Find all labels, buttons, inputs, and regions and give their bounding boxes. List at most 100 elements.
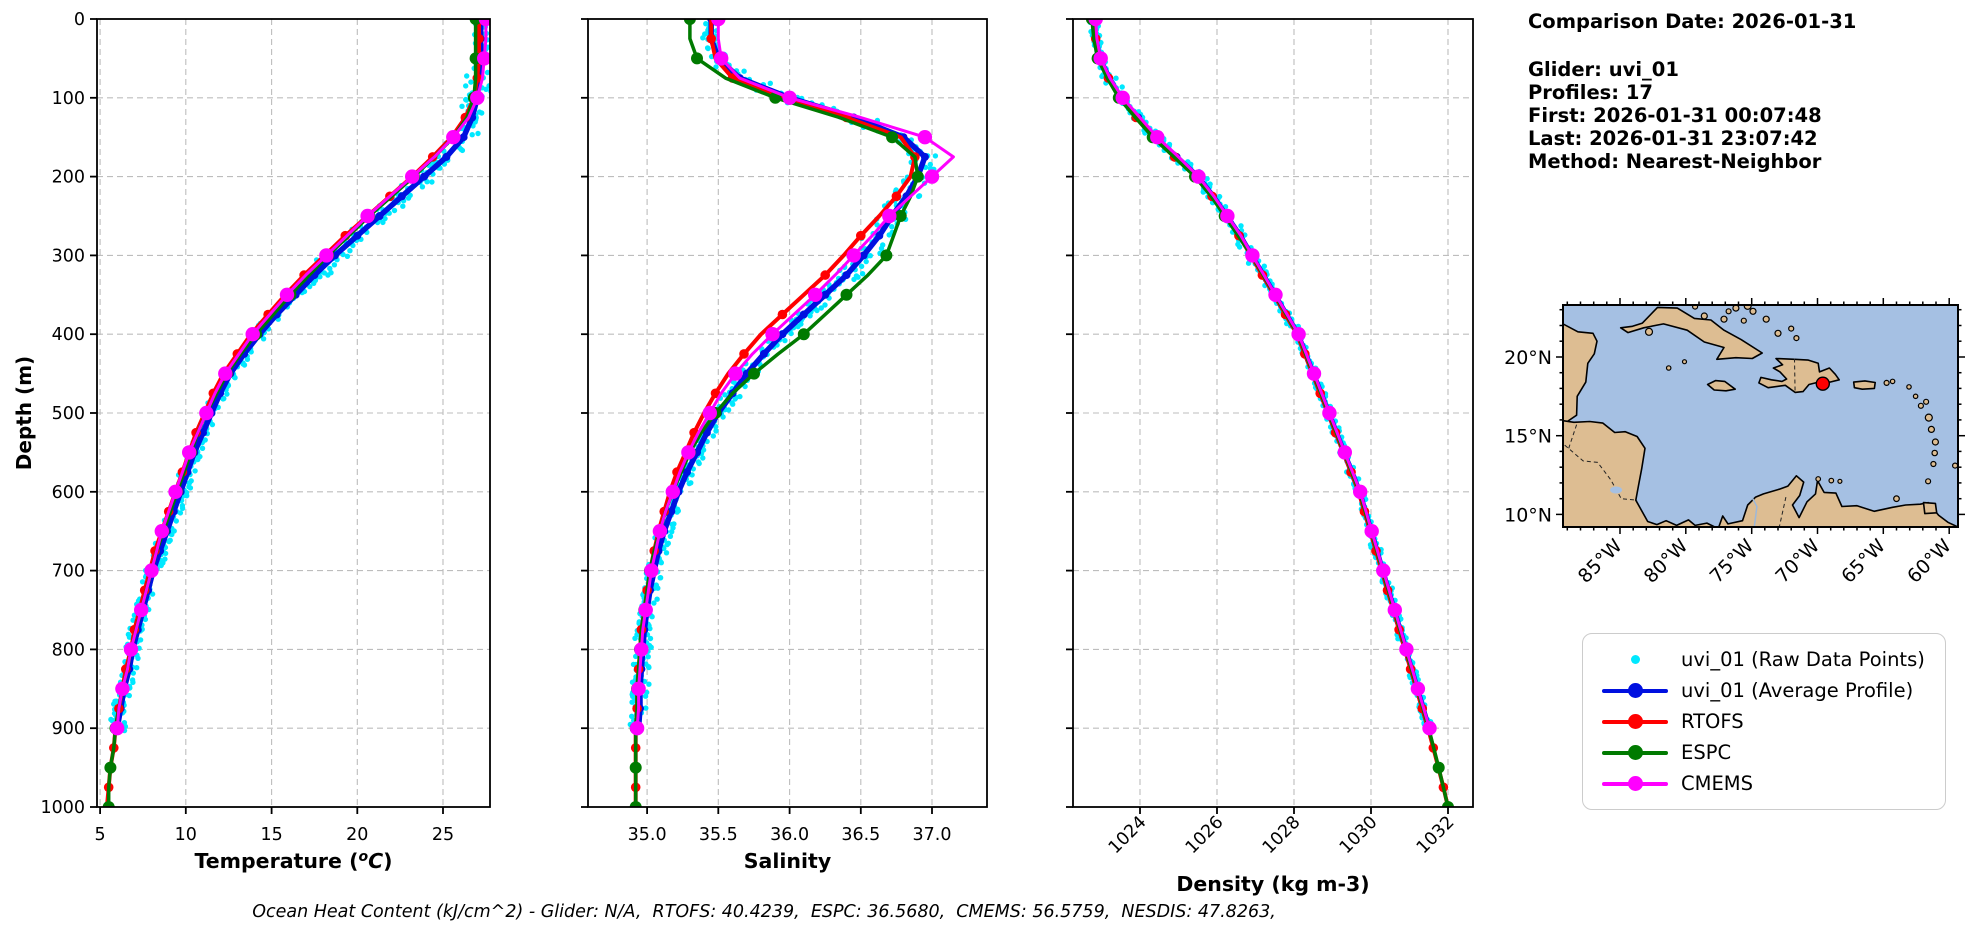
- map-island: [1665, 365, 1672, 371]
- legend-entry: ESPC: [1595, 737, 1925, 768]
- map-island: [1749, 307, 1757, 315]
- legend-label: CMEMS: [1681, 772, 1753, 795]
- legend-label: uvi_01 (Average Profile): [1681, 679, 1914, 702]
- x-tick-label: 35.0: [628, 825, 667, 845]
- raw-data-points: [627, 19, 939, 734]
- map-island: [1692, 305, 1699, 310]
- map-x-tick-label: 65°W: [1837, 535, 1890, 588]
- map-island: [1725, 308, 1732, 315]
- gridlines: [1073, 19, 1473, 808]
- y-tick-label: 500: [52, 404, 85, 424]
- x-tick-label: 15: [260, 825, 282, 845]
- map-river: [1751, 497, 1758, 527]
- map-island: [1922, 398, 1930, 405]
- gridlines: [97, 19, 490, 808]
- y-tick-label: 200: [52, 168, 85, 188]
- legend-entry: RTOFS: [1595, 706, 1925, 737]
- legend-entry: CMEMS: [1595, 768, 1925, 799]
- legend-marker-icon: [1595, 776, 1675, 791]
- map-x-tick-label: 75°W: [1706, 535, 1759, 588]
- map-island: [1931, 449, 1939, 457]
- x-tick-label: 1026: [1182, 812, 1228, 858]
- map-country-border: [1778, 496, 1787, 527]
- map-island: [1774, 329, 1782, 337]
- x-tick-label: 25: [432, 825, 454, 845]
- map-country-border: [1564, 444, 1638, 501]
- map-y-tick-label: 20°N: [1504, 347, 1552, 369]
- x-tick-label: 35.5: [699, 825, 738, 845]
- comparison-date-text: Comparison Date: 2026-01-31: [1528, 10, 1857, 33]
- map-island: [1930, 460, 1937, 468]
- y-tick-label: 1000: [40, 798, 85, 818]
- map-island: [1893, 495, 1900, 503]
- series-cmems: [110, 19, 490, 736]
- info-spacer: [1528, 33, 1856, 58]
- axis-label-temperature: Temperature (oC): [194, 849, 392, 873]
- map-island: [1889, 378, 1896, 385]
- map-x-tick-label: 60°W: [1903, 535, 1956, 588]
- map-island: [1644, 327, 1654, 336]
- legend-marker-icon: [1595, 683, 1675, 698]
- map-landmass: [1563, 419, 1716, 527]
- map-landmass: [1852, 380, 1876, 390]
- axis-label-density: Density (kg m-3): [1176, 872, 1369, 896]
- panel-salinity: 35.0 35.5 36.0 36.5 37.0 Salinity: [581, 18, 988, 873]
- legend-marker-icon: [1595, 655, 1675, 664]
- panel-temperature: 5 10 15 20 25 0 100 200 300 400 500 600 700 800 900 100…: [40, 10, 491, 873]
- y-tick-label: 400: [52, 325, 85, 345]
- glider-location-marker: [1815, 376, 1831, 391]
- x-tick-label: 1030: [1336, 812, 1382, 858]
- map-island: [1815, 476, 1822, 482]
- map-island: [1931, 438, 1940, 446]
- map-landmass: [1922, 501, 1938, 515]
- map-island: [1837, 478, 1843, 484]
- x-tick-label: 20: [346, 825, 368, 845]
- series-uvi-01-average-profile-: [113, 19, 485, 733]
- profiles-count-text: Profiles: 17: [1528, 81, 1653, 104]
- axis-ticks: [90, 18, 444, 814]
- legend-label: uvi_01 (Raw Data Points): [1681, 648, 1925, 671]
- x-tick-label: 36.5: [841, 825, 880, 845]
- x-tick-label: 10: [175, 825, 197, 845]
- location-map: 85°W 80°W 75°W 70°W 65°W 60°W 20°N 15°N 10°N: [1504, 298, 1965, 588]
- map-x-tick-label: 80°W: [1640, 535, 1693, 588]
- legend-marker-icon: [1595, 745, 1675, 760]
- last-profile-time-text: Last: 2026-01-31 23:07:42: [1528, 127, 1818, 150]
- y-tick-label: 100: [52, 89, 85, 109]
- map-island: [1924, 478, 1932, 485]
- map-y-tick-label: 15°N: [1504, 426, 1552, 448]
- x-tick-label: 1024: [1105, 812, 1151, 858]
- map-island: [1740, 317, 1747, 324]
- series-rtofs: [630, 19, 920, 807]
- legend-entry: uvi_01 (Average Profile): [1595, 675, 1925, 706]
- map-island: [1952, 462, 1958, 469]
- series-cmems: [1088, 19, 1437, 736]
- map-island: [1720, 315, 1728, 323]
- legend-label: ESPC: [1681, 741, 1732, 764]
- y-tick-label: 600: [52, 483, 85, 503]
- map-island: [1912, 393, 1919, 400]
- x-tick-label: 1028: [1259, 812, 1305, 858]
- axis-ticks: [581, 18, 933, 814]
- x-tick-label: 37.0: [913, 825, 952, 845]
- map-y-tick-label: 10°N: [1504, 504, 1552, 526]
- panel-density: 1024 1026 1028 1030 1032 Density (kg m-3): [1066, 18, 1474, 896]
- y-axis-label-depth: Depth (m): [12, 355, 36, 471]
- map-island: [1700, 312, 1708, 320]
- y-tick-label: 700: [52, 562, 85, 582]
- map-frame: [1562, 304, 1959, 528]
- map-island: [1762, 315, 1770, 323]
- x-tick-label: 36.0: [770, 825, 809, 845]
- ocean-heat-content-annotation: Ocean Heat Content (kJ/cm^2) - Glider: N…: [252, 902, 1276, 922]
- map-landmass: [1619, 306, 1763, 361]
- comparison-info-panel: Comparison Date: 2026-01-31 Glider: uvi_…: [1528, 10, 1856, 173]
- map-island: [1924, 413, 1933, 422]
- y-tick-label: 300: [52, 246, 85, 266]
- series-cmems: [629, 19, 955, 736]
- x-tick-label: 1032: [1413, 812, 1459, 858]
- map-island: [1788, 325, 1795, 332]
- legend-entry: uvi_01 (Raw Data Points): [1595, 644, 1925, 675]
- map-landmass: [1718, 475, 1958, 527]
